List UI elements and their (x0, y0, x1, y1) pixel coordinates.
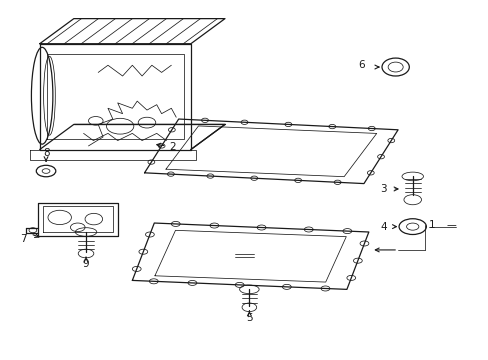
Text: 4: 4 (379, 222, 386, 231)
Text: —: — (446, 221, 456, 230)
Text: 2: 2 (169, 142, 175, 152)
Text: 3: 3 (379, 184, 386, 194)
Text: 5: 5 (245, 313, 252, 323)
Text: 8: 8 (43, 148, 50, 158)
Text: 9: 9 (82, 259, 89, 269)
Text: 1: 1 (428, 220, 435, 230)
Text: 7: 7 (20, 234, 26, 244)
Text: 6: 6 (358, 60, 364, 70)
